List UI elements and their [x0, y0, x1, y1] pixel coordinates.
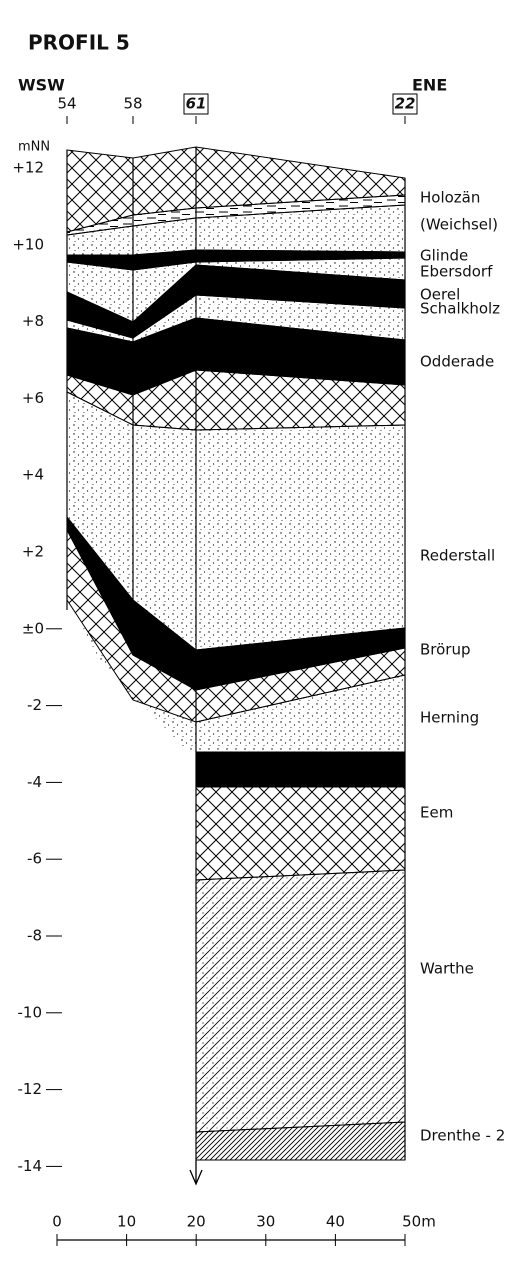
layer-label: Warthe — [420, 960, 474, 978]
scale-label: 50m — [402, 1213, 436, 1231]
layer-label: Glinde — [420, 247, 468, 265]
scale-label: 30 — [256, 1213, 275, 1231]
depth-label: -14 — [18, 1157, 43, 1175]
column-box — [183, 93, 209, 115]
depth-label: +10 — [12, 235, 44, 253]
scale-label: 0 — [52, 1213, 62, 1231]
column-label: 22 — [395, 95, 416, 113]
depth-label: +8 — [22, 312, 44, 330]
layer-label: Oerel — [420, 286, 460, 304]
layer-label: Eem — [420, 804, 453, 822]
layer — [195, 751, 406, 788]
east-label: ENE — [412, 76, 447, 95]
column-label: 58 — [123, 95, 142, 113]
layer-label: (Weichsel) — [420, 216, 498, 234]
depth-label: +6 — [22, 389, 44, 407]
layer-label: Schalkholz — [420, 300, 500, 318]
west-label: WSW — [18, 76, 65, 95]
layer-label: Holozän — [420, 189, 480, 207]
layer — [195, 786, 406, 881]
layer — [67, 600, 196, 752]
depth-label: -8 — [27, 927, 42, 945]
scale-label: 10 — [117, 1213, 136, 1231]
depth-label: -4 — [27, 773, 42, 791]
arrow — [189, 1160, 203, 1186]
depth-label: ±0 — [22, 619, 44, 637]
layer — [195, 869, 406, 1133]
depth-label: +12 — [12, 159, 44, 177]
column-label: 54 — [57, 95, 76, 113]
depth-label: -2 — [27, 696, 42, 714]
column-label: 61 — [186, 95, 207, 113]
scale-label: 20 — [187, 1213, 206, 1231]
depth-label: -12 — [18, 1080, 43, 1098]
title: PROFIL 5 — [28, 31, 130, 55]
layer-label: Odderade — [420, 353, 494, 371]
depth-label: +4 — [22, 466, 44, 484]
column-box — [392, 93, 418, 115]
layer-label: Ebersdorf — [420, 263, 493, 281]
layer-label: Brörup — [420, 641, 471, 659]
layer-label: Rederstall — [420, 547, 495, 565]
depth-label: -6 — [27, 850, 42, 868]
layer-label: Drenthe - 2 — [420, 1127, 505, 1145]
depth-label: -10 — [18, 1003, 43, 1021]
scale-label: 40 — [326, 1213, 345, 1231]
layers — [66, 146, 406, 1161]
axis-unit: mNN — [18, 140, 50, 155]
depth-label: +2 — [22, 543, 44, 561]
layer-label: Herning — [420, 709, 479, 727]
